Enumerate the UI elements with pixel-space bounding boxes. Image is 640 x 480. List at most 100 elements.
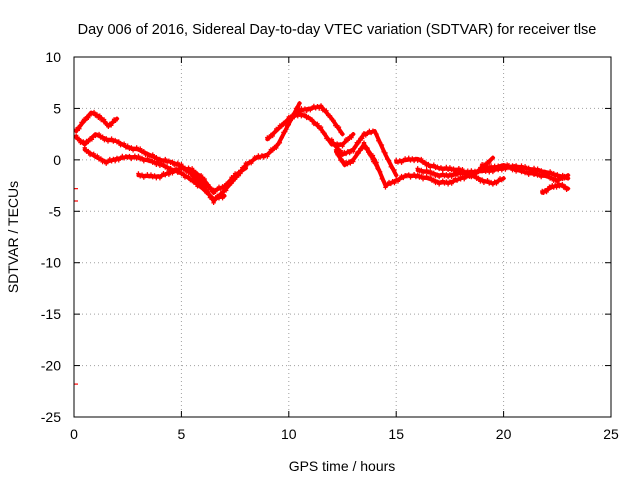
data-point (91, 109, 97, 115)
data-point (419, 156, 424, 162)
data-point (497, 165, 503, 171)
data-point (211, 200, 216, 205)
data-point (352, 155, 358, 160)
data-point (422, 159, 428, 165)
data-point (291, 114, 297, 119)
data-point (479, 162, 485, 167)
data-point (359, 146, 365, 151)
data-point (361, 140, 367, 145)
data-point (440, 171, 445, 176)
data-point (556, 177, 562, 182)
data-point (351, 131, 356, 137)
y-tick-label: -20 (41, 358, 61, 374)
data-point (86, 139, 91, 145)
data-point (306, 114, 311, 120)
data-point (279, 135, 284, 140)
data-point (485, 177, 490, 183)
data-point (336, 125, 342, 130)
data-point (220, 195, 225, 201)
data-point (139, 172, 145, 177)
data-point (104, 136, 109, 141)
data-point (157, 175, 163, 181)
series-track-e (189, 101, 302, 205)
data-point (315, 121, 320, 126)
data-point (238, 169, 243, 174)
data-point (546, 173, 551, 178)
data-point (504, 162, 510, 167)
data-point (431, 162, 436, 167)
data-point (225, 184, 231, 189)
data-point (101, 117, 107, 122)
data-point (415, 172, 420, 177)
data-point (333, 142, 338, 148)
data-point (340, 131, 345, 137)
data-point (232, 177, 238, 182)
data-point (562, 184, 568, 189)
data-point (80, 120, 85, 126)
data-point (206, 182, 211, 187)
data-point (161, 161, 166, 167)
data-point (309, 117, 315, 122)
data-point (349, 135, 354, 140)
data-point (342, 140, 347, 145)
data-point (91, 151, 96, 156)
data-point (245, 162, 250, 167)
y-tick-label: 0 (53, 152, 61, 168)
data-point (496, 178, 501, 184)
data-point (223, 188, 229, 193)
y-tick-label: 10 (45, 49, 61, 65)
data-layer (73, 101, 571, 385)
data-point (96, 131, 102, 137)
data-point (428, 175, 433, 180)
data-point (435, 164, 440, 169)
data-point (189, 171, 195, 176)
data-point (385, 182, 390, 187)
series-track-k (394, 155, 506, 187)
data-point (229, 181, 234, 186)
data-point (293, 111, 299, 116)
series-track-d (136, 165, 216, 195)
data-point (376, 167, 381, 172)
data-point (512, 166, 517, 171)
data-point (277, 140, 283, 145)
data-point (279, 124, 284, 129)
data-point (351, 159, 356, 164)
data-point (193, 169, 198, 175)
y-tick-label: -25 (41, 409, 61, 425)
x-tick-label: 10 (281, 426, 297, 442)
plot-frame (73, 56, 612, 418)
data-point (327, 113, 333, 118)
data-point (170, 159, 175, 164)
data-point (347, 150, 352, 156)
data-point (526, 165, 531, 171)
data-point (365, 146, 370, 151)
data-point (501, 176, 506, 181)
data-point (283, 121, 288, 127)
data-point (288, 116, 293, 121)
data-point (513, 163, 519, 168)
data-point (383, 150, 388, 156)
data-point (175, 160, 181, 166)
data-point (112, 158, 118, 164)
data-point (345, 137, 351, 143)
data-point (449, 181, 454, 186)
data-point (356, 150, 361, 156)
data-point (462, 176, 467, 182)
data-point (163, 156, 168, 162)
data-point (236, 173, 241, 178)
x-tick-label: 0 (70, 426, 78, 442)
tick-layer: 0 5 10 15 20 25 -25 -20 -15 -10 -5 0 5 10 (41, 49, 619, 442)
data-point (431, 170, 436, 176)
data-point (110, 120, 115, 125)
data-point (348, 161, 353, 166)
data-point (73, 133, 79, 138)
data-point (155, 161, 161, 166)
data-point (220, 192, 225, 197)
data-point (186, 174, 191, 179)
data-point (116, 139, 121, 144)
data-point (368, 130, 374, 136)
data-point (175, 168, 181, 173)
data-point (547, 169, 553, 174)
data-point (524, 169, 530, 174)
data-point (209, 188, 215, 193)
